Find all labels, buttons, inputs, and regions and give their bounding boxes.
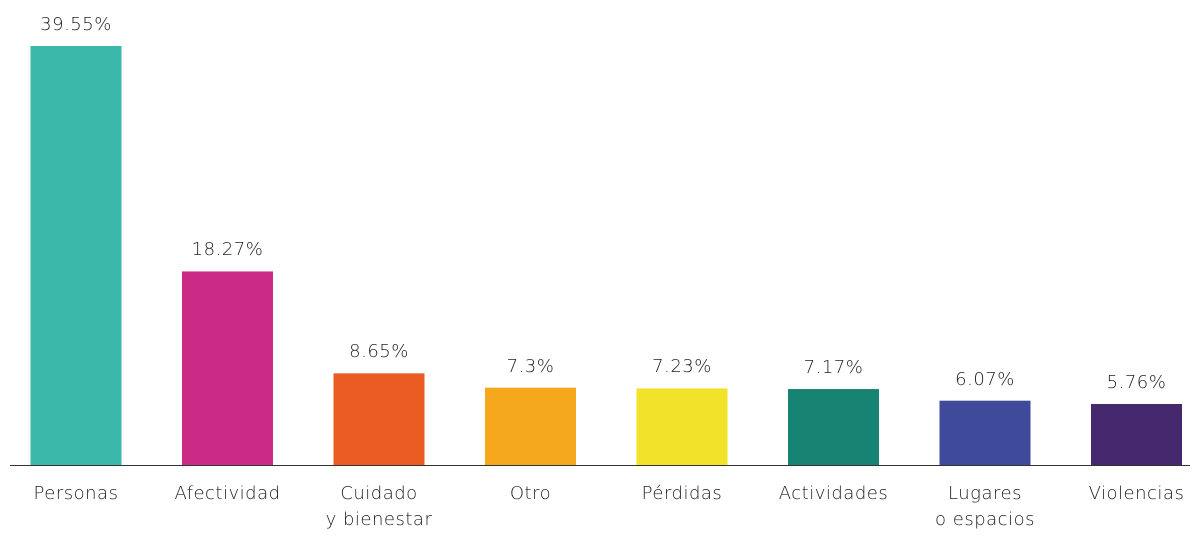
bar (182, 271, 273, 465)
value-label: 7.17% (803, 357, 864, 379)
value-label: 7.3% (506, 355, 555, 377)
value-label: 8.65% (349, 341, 409, 363)
category-label: Pérdidas (641, 483, 723, 504)
value-label: 18.27% (191, 239, 264, 261)
bar (333, 373, 425, 465)
value-label: 5.76% (1106, 371, 1167, 393)
category-label: Actividades (778, 483, 889, 504)
bar (788, 389, 879, 465)
category-label: Violencias (1088, 483, 1185, 504)
category-label: Afectividad (174, 483, 281, 504)
value-label: 39.55% (40, 14, 112, 35)
bar (939, 400, 1031, 465)
bar (1091, 403, 1182, 465)
bar (485, 387, 576, 465)
category-label: Cuidado y bienestar (325, 483, 433, 530)
category-label: Lugares o espacios (935, 483, 1035, 530)
bar (30, 46, 122, 465)
category-label: Otro (509, 483, 552, 504)
value-label: 7.23% (652, 356, 712, 378)
category-label: Personas (33, 483, 119, 504)
bar (636, 388, 728, 465)
value-label: 6.07% (955, 368, 1015, 390)
